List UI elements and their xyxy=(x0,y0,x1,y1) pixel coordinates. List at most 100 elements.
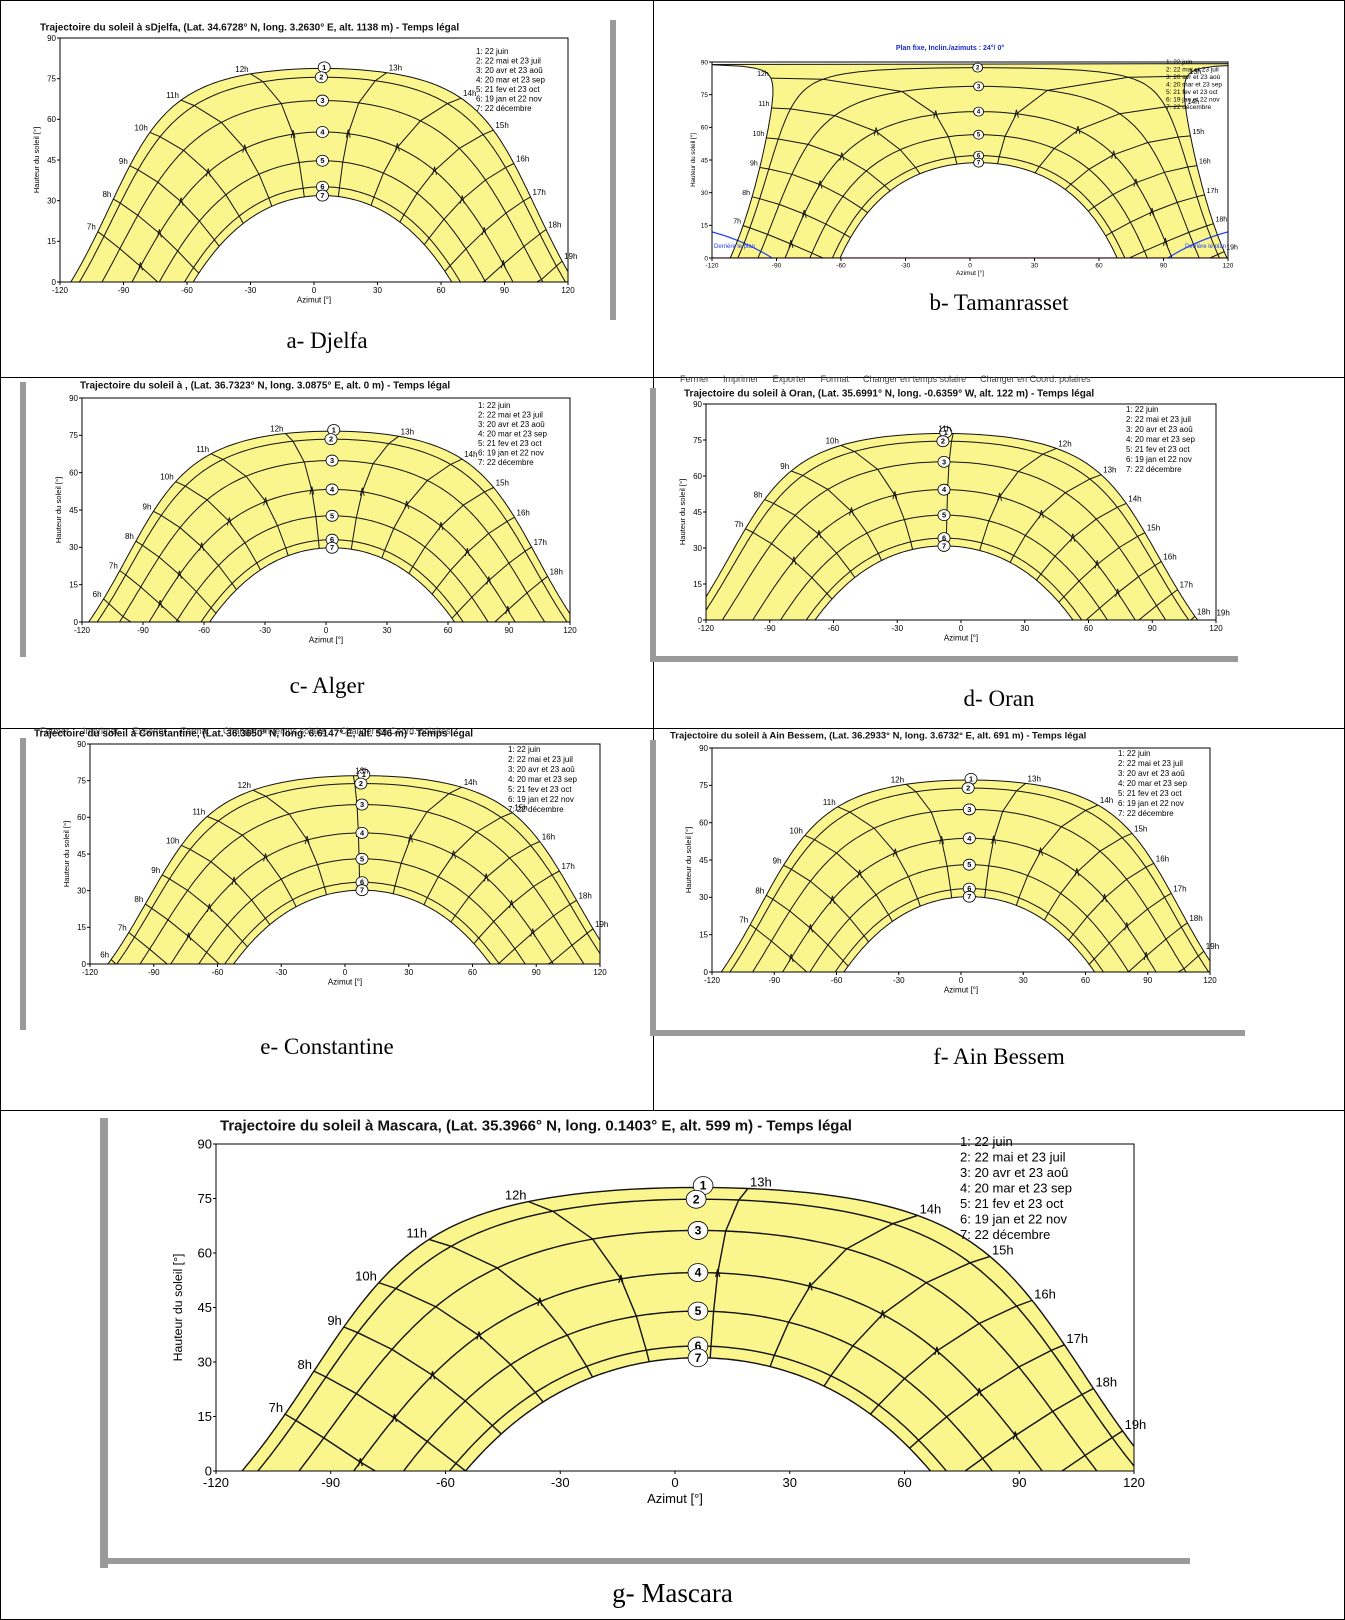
y-axis-label: Hauteur du soleil [°] xyxy=(62,821,71,887)
menu-item-format[interactable]: Format xyxy=(820,374,850,384)
hour-arrow xyxy=(537,1297,543,1306)
y-tick-label: 0 xyxy=(205,1464,212,1479)
legend-entry: 5: 21 fev et 23 oct xyxy=(1166,89,1218,96)
legend-entry: 3: 20 avr et 23 aoû xyxy=(1118,769,1185,778)
day-marker-number: 3 xyxy=(320,96,324,105)
menu-item-polar[interactable]: Changer en Coord. polaires xyxy=(980,374,1091,384)
day-marker-number: 5 xyxy=(360,854,364,863)
hour-line xyxy=(423,163,515,245)
plot-area xyxy=(82,398,570,622)
day-marker-number: 5 xyxy=(977,133,981,139)
y-tick-label: 15 xyxy=(198,1409,212,1424)
y-tick-label: 15 xyxy=(693,580,702,589)
menu-item-print[interactable]: Imprimer xyxy=(83,726,119,736)
hour-line xyxy=(984,783,1026,898)
hour-arrow xyxy=(715,1268,721,1278)
panel-e: Fermer Imprimer Exporter Format Changer en t… xyxy=(20,726,630,1035)
day-marker-number: 3 xyxy=(977,84,981,90)
caption-b: b- Tamanrasset xyxy=(929,290,1069,315)
hour-label: 12h xyxy=(757,71,769,78)
hour-arrow xyxy=(178,197,184,206)
menu-item-polar[interactable]: Changer en Coord. polaires xyxy=(340,726,451,736)
hour-line xyxy=(210,453,289,556)
hour-line xyxy=(408,487,494,574)
menu-item-format[interactable]: Format xyxy=(180,726,210,736)
x-tick-label: -30 xyxy=(259,626,271,635)
menu-bar: Fermer Imprimer Exporter Format Changer en t… xyxy=(40,726,520,738)
x-tick-label: 30 xyxy=(1019,976,1028,985)
legend-entry: 1: 22 juin xyxy=(508,745,540,754)
menu-item-print[interactable]: Imprimer xyxy=(723,374,759,384)
hour-label: 18h xyxy=(1215,217,1227,224)
panel-d: Fermer Imprimer Exporter Format Changer en t… xyxy=(650,374,1260,670)
legend-entry: 5: 21 fev et 23 oct xyxy=(478,439,542,448)
day-marker xyxy=(962,832,976,845)
day-marker-number: 5 xyxy=(967,860,971,869)
hour-label: 17h xyxy=(1207,188,1219,195)
hour-line xyxy=(905,783,953,898)
hour-line xyxy=(285,433,320,549)
menu-item-export[interactable]: Exporter xyxy=(772,374,807,384)
y-tick-label: 30 xyxy=(47,196,56,205)
y-tick-label: 30 xyxy=(77,886,86,895)
y-tick-label: 15 xyxy=(47,237,56,246)
x-tick-label: 60 xyxy=(1095,263,1103,270)
hour-arrow xyxy=(1074,868,1080,877)
hour-line xyxy=(481,229,547,282)
daylight-band xyxy=(88,431,570,622)
hour-line xyxy=(423,812,513,906)
x-tick-label: -120 xyxy=(74,626,91,635)
day-marker-number: 2 xyxy=(693,1192,700,1206)
hour-line xyxy=(97,231,159,282)
hour-arrow xyxy=(206,903,212,912)
y-tick-label: 90 xyxy=(47,34,56,43)
hour-label: 14h xyxy=(464,450,477,459)
hour-line xyxy=(1138,589,1178,620)
y-tick-label: 90 xyxy=(198,1137,212,1152)
menu-item-solar-time[interactable]: Changer en temps solaire xyxy=(863,374,967,384)
hour-arrow xyxy=(481,227,487,236)
menu-item-close[interactable]: Fermer xyxy=(680,374,709,384)
y-tick-label: 90 xyxy=(699,744,708,753)
x-tick-label: -30 xyxy=(893,976,905,985)
hour-label: 16h xyxy=(517,508,530,517)
legend-entry: 2: 22 mai et 23 juil xyxy=(478,411,543,420)
hour-arrow xyxy=(1133,178,1139,187)
day-marker xyxy=(936,435,950,448)
hour-line xyxy=(494,575,548,622)
menu-item-solar-time[interactable]: Changer en temps solaire xyxy=(223,726,327,736)
hour-label: 9h xyxy=(780,462,789,471)
chart-title: Trajectoire du soleil à Oran, (Lat. 35.6… xyxy=(684,388,1094,399)
day-marker xyxy=(325,454,339,467)
legend-entry: 4: 20 mar et 23 sep xyxy=(1166,82,1222,89)
hour-line xyxy=(1009,474,1102,563)
menu-item-export[interactable]: Exporter xyxy=(132,726,167,736)
x-tick-label: 0 xyxy=(968,263,972,270)
hour-label: 19h xyxy=(1125,1417,1147,1432)
hour-label: 19h xyxy=(1226,245,1238,252)
caption-f: f- Ain Bessem xyxy=(933,1044,1065,1069)
day-marker xyxy=(962,803,976,816)
hour-label: 11h xyxy=(166,91,179,100)
hour-arrow xyxy=(976,1387,982,1397)
hour-label: 9h xyxy=(750,161,758,168)
hour-line xyxy=(1208,251,1225,258)
day-marker-number: 7 xyxy=(320,191,324,200)
hour-label: 12h xyxy=(1058,439,1071,448)
day-marker xyxy=(687,1301,709,1321)
y-tick-label: 15 xyxy=(69,580,78,589)
hour-line xyxy=(745,528,833,600)
hour-label: 6h xyxy=(93,590,102,599)
x-tick-label: 120 xyxy=(1203,976,1217,985)
menu-item-close[interactable]: Fermer xyxy=(40,726,69,736)
day-marker xyxy=(937,509,951,522)
x-tick-label: 120 xyxy=(1209,624,1223,633)
hour-label: 10h xyxy=(166,836,179,845)
day-curve xyxy=(712,63,1228,258)
day-marker-number: 3 xyxy=(360,800,364,809)
hour-arrow xyxy=(1124,922,1130,931)
day-marker xyxy=(973,157,984,168)
hour-line xyxy=(444,196,531,272)
legend-entry: 4: 20 mar et 23 sep xyxy=(508,775,577,784)
hour-arrow xyxy=(263,853,269,862)
